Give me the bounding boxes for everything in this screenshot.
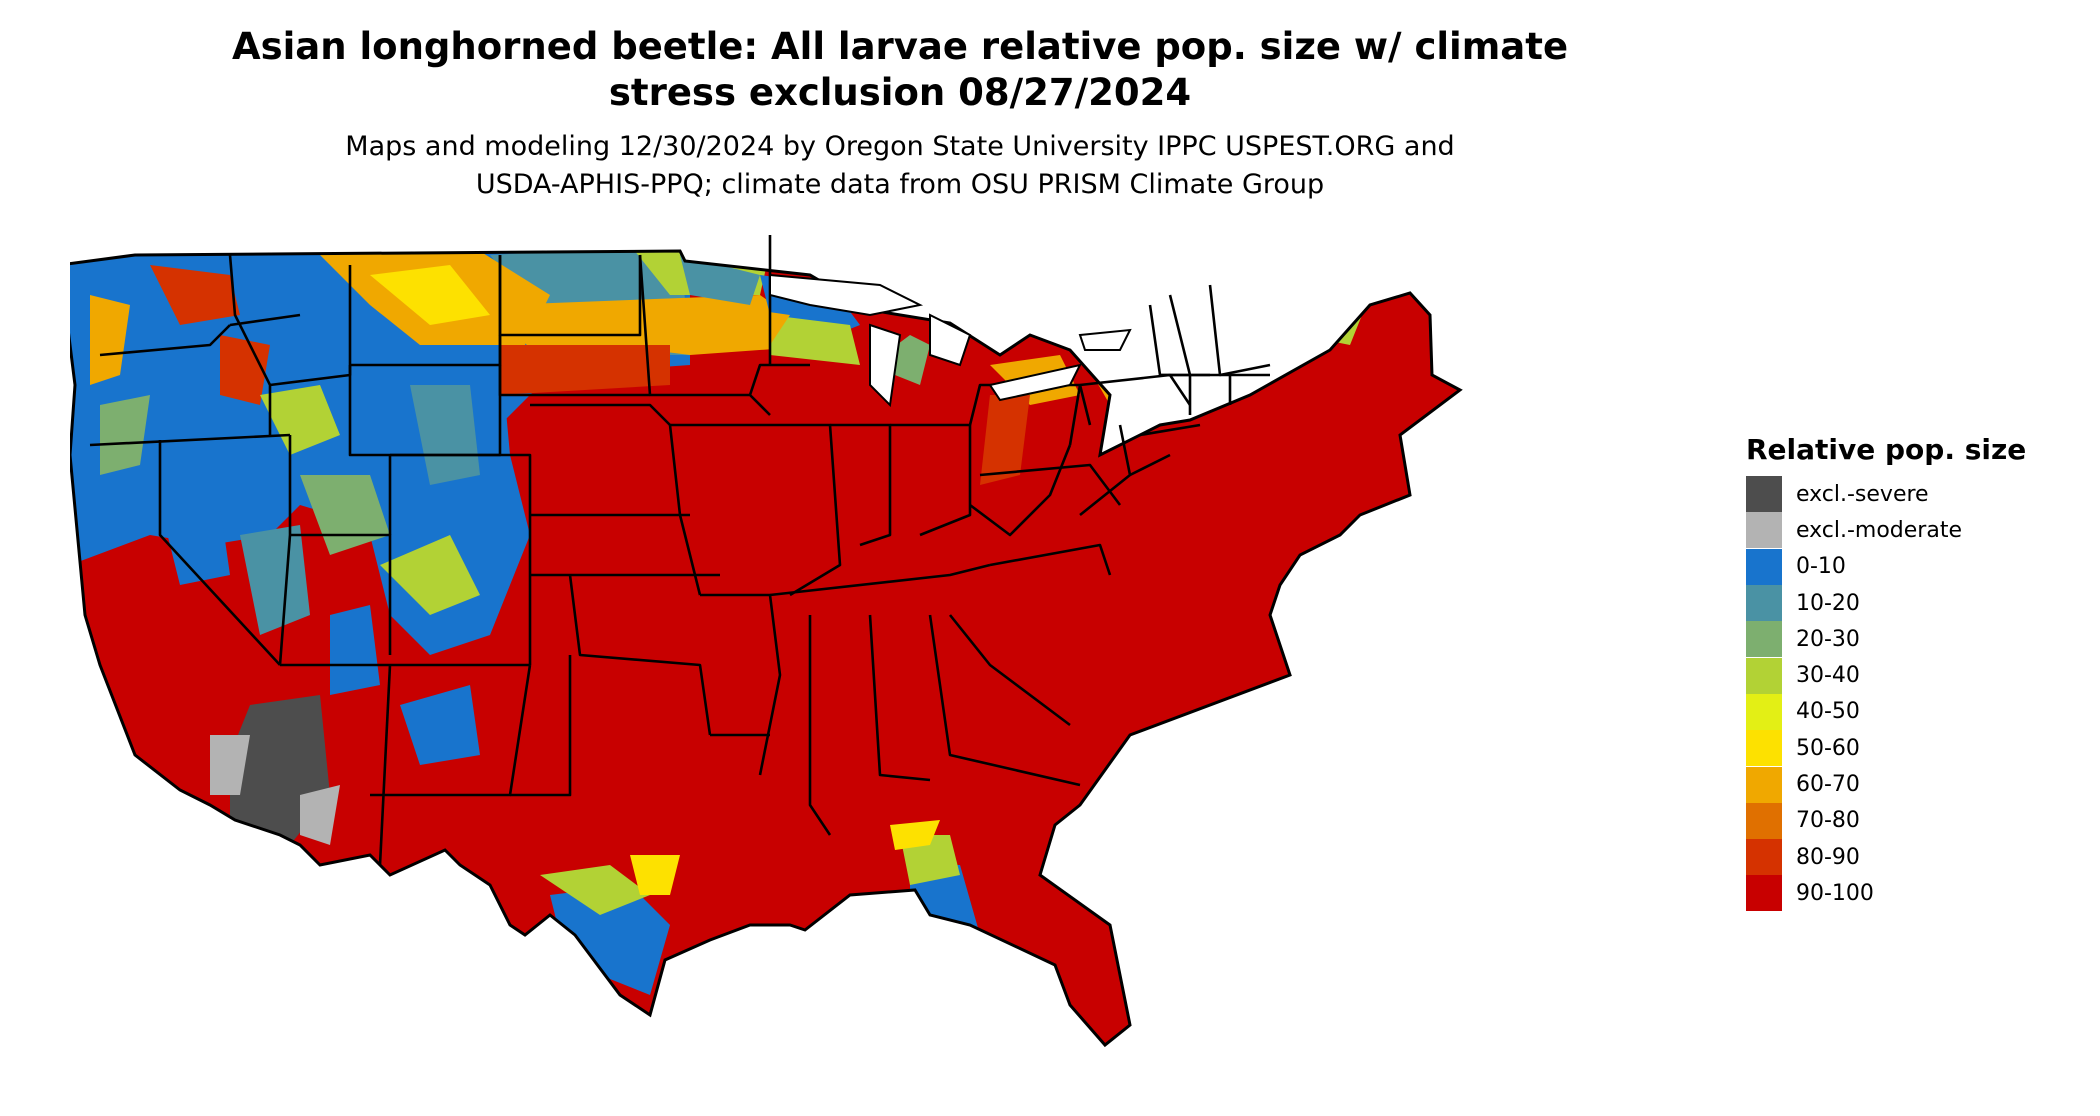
legend-swatch bbox=[1746, 839, 1782, 876]
legend-swatch bbox=[1746, 875, 1782, 912]
legend-item: 40-50 bbox=[1746, 693, 2026, 730]
legend-item: 20-30 bbox=[1746, 621, 2026, 658]
legend-label: 60-70 bbox=[1796, 772, 1860, 798]
legend: Relative pop. size excl.-severe excl.-mod… bbox=[1746, 432, 2026, 912]
us-map bbox=[70, 235, 1462, 1047]
legend-item: 70-80 bbox=[1746, 802, 2026, 839]
title-line-2: stress exclusion 08/27/2024 bbox=[608, 71, 1192, 114]
legend-label: 20-30 bbox=[1796, 626, 1860, 652]
legend-swatch bbox=[1746, 802, 1782, 839]
legend-item: 90-100 bbox=[1746, 875, 2026, 912]
legend-item: 60-70 bbox=[1746, 766, 2026, 803]
legend-swatch bbox=[1746, 730, 1782, 767]
legend-swatch bbox=[1746, 548, 1782, 585]
legend-swatch bbox=[1746, 657, 1782, 694]
legend-label: 70-80 bbox=[1796, 808, 1860, 834]
legend-label: 90-100 bbox=[1796, 880, 1874, 906]
legend-swatch bbox=[1746, 766, 1782, 803]
legend-item: excl.-moderate bbox=[1746, 512, 2026, 549]
subtitle-line-2: USDA-APHIS-PPQ; climate data from OSU PR… bbox=[475, 169, 1325, 200]
legend-label: 40-50 bbox=[1796, 699, 1860, 725]
legend-item: 0-10 bbox=[1746, 548, 2026, 585]
legend-label: excl.-severe bbox=[1796, 481, 1929, 507]
legend-swatch bbox=[1746, 621, 1782, 658]
great-lakes bbox=[769, 273, 1132, 408]
legend-label: 50-60 bbox=[1796, 735, 1860, 761]
subtitle-line-1: Maps and modeling 12/30/2024 by Oregon S… bbox=[345, 131, 1455, 162]
legend-items: excl.-severe excl.-moderate 0-10 10-20 20-30… bbox=[1746, 476, 2026, 912]
legend-label: 80-90 bbox=[1796, 844, 1860, 870]
legend-swatch bbox=[1746, 693, 1782, 730]
legend-label: 30-40 bbox=[1796, 663, 1860, 689]
title-line-1: Asian longhorned beetle: All larvae rela… bbox=[231, 25, 1569, 68]
legend-label: 10-20 bbox=[1796, 590, 1860, 616]
legend-item: 10-20 bbox=[1746, 585, 2026, 622]
map-title: Asian longhorned beetle: All larvae rela… bbox=[120, 24, 1680, 116]
legend-title: Relative pop. size bbox=[1746, 433, 2027, 466]
legend-item: excl.-severe bbox=[1746, 476, 2026, 513]
legend-swatch bbox=[1746, 585, 1782, 622]
legend-label: 0-10 bbox=[1796, 554, 1846, 580]
map-subtitle: Maps and modeling 12/30/2024 by Oregon S… bbox=[120, 128, 1680, 204]
legend-item: 50-60 bbox=[1746, 730, 2026, 767]
legend-swatch bbox=[1746, 476, 1782, 513]
state-borders bbox=[89, 235, 1271, 866]
legend-swatch bbox=[1746, 512, 1782, 549]
legend-label: excl.-moderate bbox=[1796, 517, 1962, 543]
legend-item: 80-90 bbox=[1746, 839, 2026, 876]
legend-item: 30-40 bbox=[1746, 657, 2026, 694]
